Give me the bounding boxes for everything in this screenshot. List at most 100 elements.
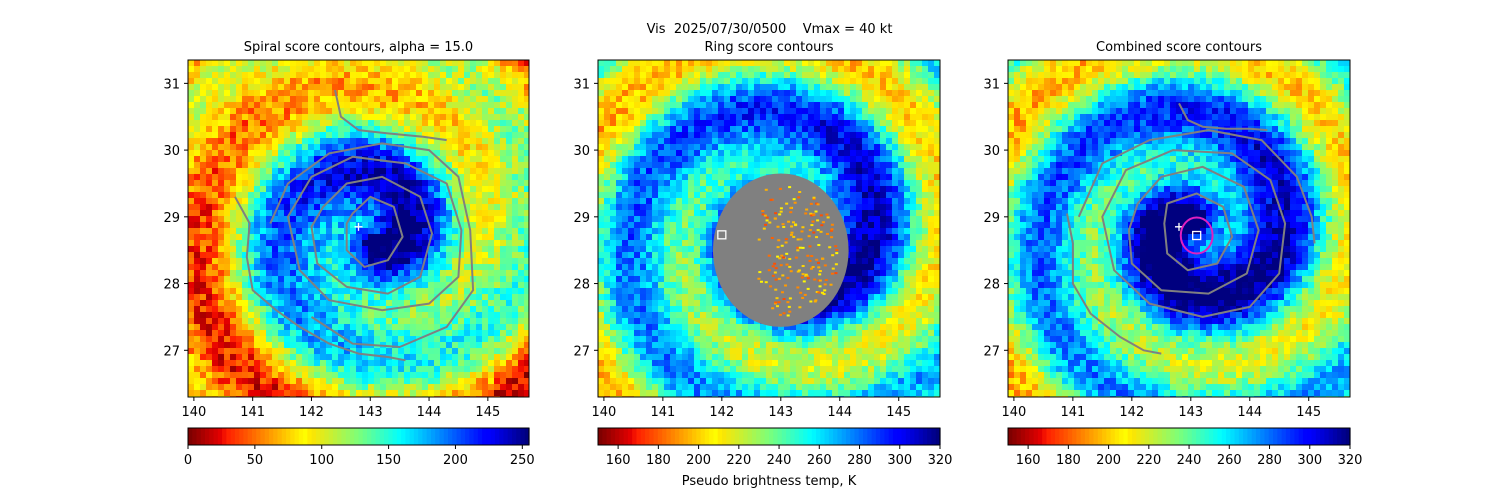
colorbar-tick-label: 150 [376, 453, 401, 468]
colorbar-tick-label: 0 [184, 453, 192, 468]
colorbar-tick-label: 280 [1257, 453, 1282, 468]
masked-speck [782, 225, 786, 228]
panel-1: Spiral score contours, alpha = 15.0 140 14… [163, 40, 534, 468]
masked-speck [801, 246, 805, 249]
masked-speck [812, 231, 816, 234]
colorbar-tick-label: 100 [309, 453, 334, 468]
masked-speck [782, 312, 786, 315]
masked-speck [761, 213, 765, 216]
masked-speck [775, 305, 779, 308]
masked-speck [789, 207, 793, 210]
masked-speck [818, 270, 822, 273]
masked-speck [787, 220, 791, 223]
masked-speck [817, 261, 821, 264]
masked-speck [777, 301, 781, 304]
masked-speck [814, 210, 818, 213]
contour-line [269, 142, 475, 348]
masked-speck [785, 202, 789, 205]
colorbar: 160 180 200 220 240 260 280 300 320 [1007, 427, 1363, 468]
masked-speck [777, 239, 781, 242]
x-tick-label: 143 [358, 405, 383, 420]
colorbar-frame [187, 427, 530, 446]
masked-speck [774, 301, 778, 304]
x-tick-label: 141 [650, 405, 675, 420]
center-square-marker [717, 230, 727, 240]
masked-speck [801, 265, 805, 268]
masked-speck [824, 278, 828, 281]
masked-speck [799, 291, 803, 294]
masked-speck [779, 207, 783, 210]
masked-speck [779, 264, 783, 267]
masked-speck [773, 217, 777, 220]
y-tick-label: 29 [163, 211, 180, 226]
center-square-marker [1192, 230, 1202, 241]
masked-speck [825, 213, 829, 216]
masked-speck [774, 288, 778, 291]
masked-speck [778, 187, 782, 190]
masked-speck [796, 270, 800, 273]
masked-speck [830, 228, 834, 231]
masked-speck [784, 238, 788, 241]
masked-speck [764, 223, 768, 226]
x-tick-label: 144 [1237, 405, 1262, 420]
masked-speck [771, 265, 775, 268]
masked-speck [835, 252, 839, 255]
masked-speck [782, 256, 786, 259]
masked-speck [764, 281, 768, 284]
masked-speck [796, 249, 800, 252]
x-tick-label: 143 [1178, 405, 1203, 420]
x-tick-label: 143 [768, 405, 793, 420]
colorbar-tick-label: 160 [1016, 453, 1041, 468]
masked-speck [780, 254, 784, 257]
heatmap-image [188, 60, 529, 397]
x-tick-label: 141 [240, 405, 265, 420]
ring-circle-marker [1179, 216, 1214, 255]
x-tick-label: 140 [181, 405, 206, 420]
masked-speck [796, 246, 800, 249]
masked-speck [834, 272, 838, 275]
masked-speck [792, 198, 796, 201]
masked-speck [829, 283, 833, 286]
masked-speck [809, 202, 813, 205]
masked-speck [798, 306, 802, 309]
masked-speck [809, 267, 813, 270]
masked-speck [775, 297, 779, 300]
x-tick-label: 140 [591, 405, 616, 420]
y-tick-label: 28 [983, 278, 1000, 293]
colorbar-tick-label: 200 [686, 453, 711, 468]
colorbar-tick-label: 320 [1338, 453, 1363, 468]
center-plus-marker [354, 222, 363, 231]
masked-speck [785, 263, 789, 266]
contour-line [1066, 213, 1162, 355]
masked-speck [798, 246, 802, 249]
panel-title: Ring score contours [704, 40, 833, 55]
colorbar-frame [1007, 427, 1351, 446]
masked-speck [826, 216, 830, 219]
masked-speck [818, 279, 822, 282]
contour-line [1101, 149, 1287, 318]
masked-speck [776, 255, 780, 258]
contour-line [1163, 192, 1234, 272]
masked-speck [812, 197, 816, 200]
y-tick-label: 28 [573, 278, 590, 293]
masked-speck [801, 296, 805, 299]
masked-speck [801, 226, 805, 229]
masked-speck [816, 219, 820, 222]
colorbar: 160 180 200 220 240 260 280 300 320 Pseudo bright… [597, 427, 952, 489]
masked-speck [819, 230, 823, 233]
masked-speck [796, 286, 800, 289]
masked-speck [810, 214, 814, 217]
colorbar-tick-label: 180 [1056, 453, 1081, 468]
x-tick-label: 142 [299, 405, 324, 420]
masked-speck [785, 252, 789, 255]
x-tick-label: 145 [1296, 405, 1321, 420]
masked-speck [820, 291, 824, 294]
contour-line [286, 155, 463, 312]
masked-speck [784, 241, 788, 244]
masked-speck [774, 267, 778, 270]
colorbar-tick-label: 240 [1177, 453, 1202, 468]
masked-speck [784, 284, 788, 287]
masked-speck [774, 212, 778, 215]
heatmap-image [598, 60, 940, 397]
masked-speck [757, 238, 761, 241]
